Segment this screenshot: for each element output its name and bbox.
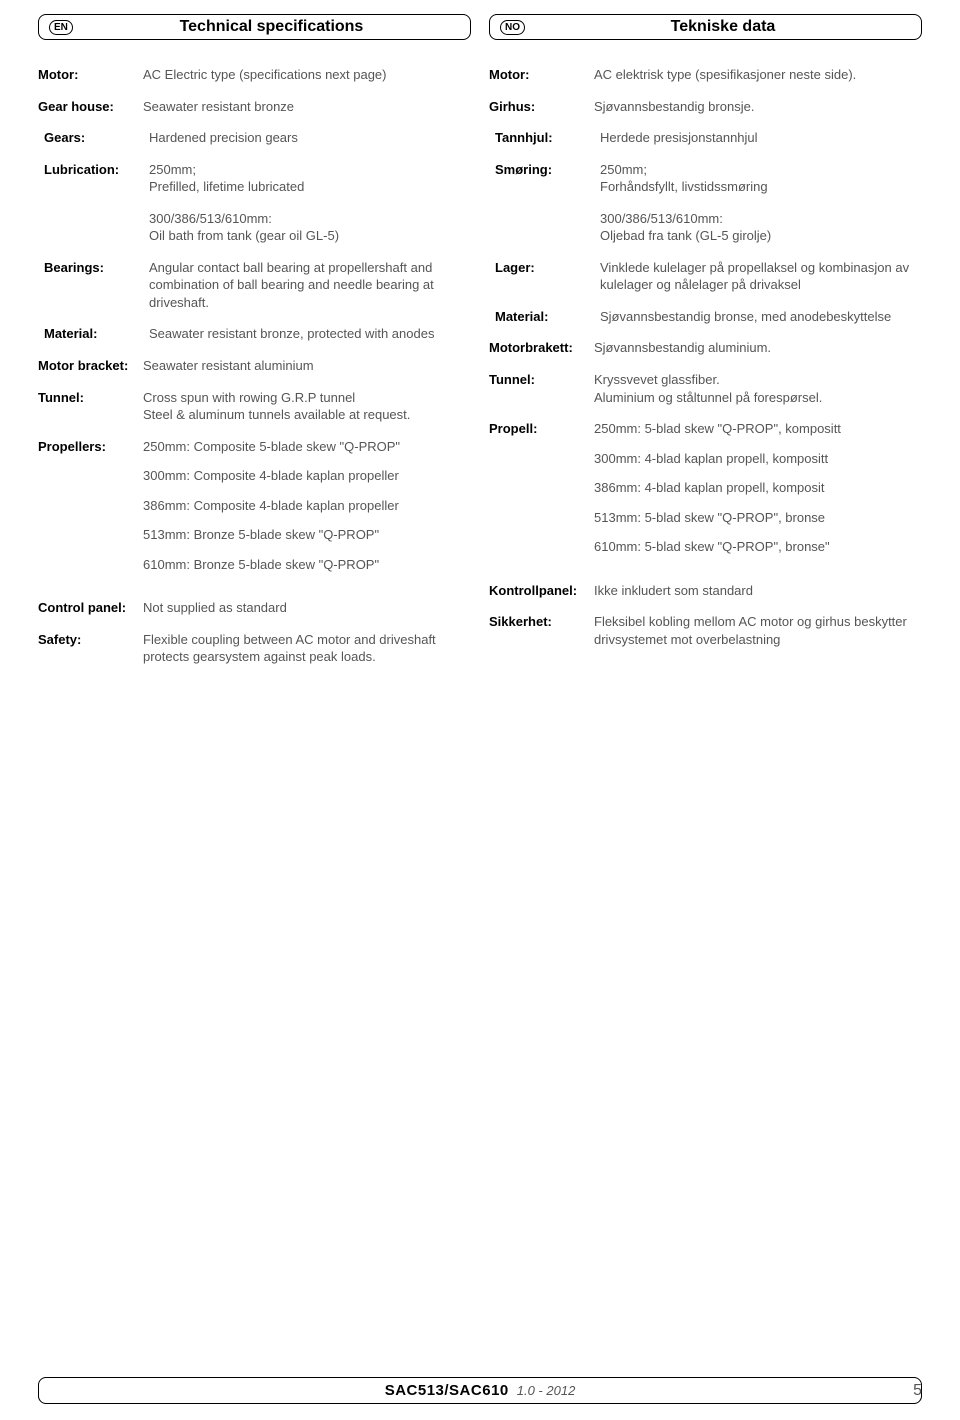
spec-label: Propellers:: [38, 438, 143, 586]
column-title: Technical specifications: [83, 18, 460, 36]
spec-value: Fleksibel kobling mellom AC motor og gir…: [594, 613, 922, 648]
spec-row: Motorbrakett:Sjøvannsbestandig aluminium…: [489, 339, 922, 357]
spec-label: Safety:: [38, 631, 143, 666]
spec-label: Motor:: [38, 66, 143, 84]
column-title: Tekniske data: [535, 18, 911, 36]
spec-value: 300/386/513/610mm:Oljebad fra tank (GL-5…: [600, 210, 922, 245]
spec-row: Motor:AC elektrisk type (spesifikasjoner…: [489, 66, 922, 84]
spec-row: Propellers:250mm: Composite 5-blade skew…: [38, 438, 471, 586]
spec-value: 250mm;Forhåndsfyllt, livstidssmøring: [600, 161, 922, 196]
spec-label: Kontrollpanel:: [489, 582, 594, 600]
spec-value: Angular contact ball bearing at propelle…: [149, 259, 471, 312]
spec-value: Sjøvannsbestandig bronse, med anodebesky…: [600, 308, 922, 326]
spec-row: Bearings:Angular contact ball bearing at…: [38, 259, 471, 312]
spec-label: Tunnel:: [38, 389, 143, 424]
spec-value: AC elektrisk type (spesifikasjoner neste…: [594, 66, 922, 84]
spec-row: Motor bracket:Seawater resistant alumini…: [38, 357, 471, 375]
spec-row: Propell:250mm: 5-blad skew "Q-PROP", kom…: [489, 420, 922, 568]
spec-label: Tunnel:: [489, 371, 594, 406]
spec-value: AC Electric type (specifications next pa…: [143, 66, 471, 84]
spec-value: Flexible coupling between AC motor and d…: [143, 631, 471, 666]
spec-row: Sikkerhet:Fleksibel kobling mellom AC mo…: [489, 613, 922, 648]
propeller-item: 513mm: Bronze 5-blade skew "Q-PROP": [143, 526, 471, 544]
spec-label: Material:: [495, 308, 600, 326]
spec-value: Kryssvevet glassfiber.Aluminium og stålt…: [594, 371, 922, 406]
propeller-item: 610mm: Bronze 5-blade skew "Q-PROP": [143, 556, 471, 574]
lang-badge: EN: [49, 20, 73, 35]
spec-label: Gear house:: [38, 98, 143, 116]
propeller-item: 610mm: 5-blad skew "Q-PROP", bronse": [594, 538, 922, 556]
spec-label: [495, 210, 600, 245]
spec-label: Sikkerhet:: [489, 613, 594, 648]
spec-value: Vinklede kulelager på propellaksel og ko…: [600, 259, 922, 294]
footer: SAC513/SAC610 1.0 - 2012 5: [38, 1377, 922, 1404]
propeller-item: 300mm: Composite 4-blade kaplan propelle…: [143, 467, 471, 485]
spec-label: Motorbrakett:: [489, 339, 594, 357]
spec-row: Gears:Hardened precision gears: [38, 129, 471, 147]
propeller-item: 250mm: Composite 5-blade skew "Q-PROP": [143, 438, 471, 456]
spec-label: Control panel:: [38, 599, 143, 617]
spec-value: Herdede presisjonstannhjul: [600, 129, 922, 147]
spec-row: Tannhjul:Herdede presisjonstannhjul: [489, 129, 922, 147]
spec-label: [44, 210, 149, 245]
spec-row: Gear house:Seawater resistant bronze: [38, 98, 471, 116]
spec-value: Sjøvannsbestandig aluminium.: [594, 339, 922, 357]
spec-row: Tunnel:Kryssvevet glassfiber.Aluminium o…: [489, 371, 922, 406]
spec-value: 250mm;Prefilled, lifetime lubricated: [149, 161, 471, 196]
spec-row: Motor:AC Electric type (specifications n…: [38, 66, 471, 84]
spec-value: Ikke inkludert som standard: [594, 582, 922, 600]
spec-value: Sjøvannsbestandig bronsje.: [594, 98, 922, 116]
propeller-item: 300mm: 4-blad kaplan propell, kompositt: [594, 450, 922, 468]
spec-label: Lubrication:: [44, 161, 149, 196]
spec-row: 300/386/513/610mm:Oljebad fra tank (GL-5…: [489, 210, 922, 245]
spec-row: Lubrication:250mm;Prefilled, lifetime lu…: [38, 161, 471, 196]
spec-value: 250mm: Composite 5-blade skew "Q-PROP" 30…: [143, 438, 471, 586]
spec-label: Smøring:: [495, 161, 600, 196]
spec-label: Propell:: [489, 420, 594, 568]
propeller-item: 386mm: Composite 4-blade kaplan propelle…: [143, 497, 471, 515]
spec-label: Tannhjul:: [495, 129, 600, 147]
column-header: NO Tekniske data: [489, 14, 922, 40]
spec-label: Material:: [44, 325, 149, 343]
propeller-item: 250mm: 5-blad skew "Q-PROP", kompositt: [594, 420, 922, 438]
spec-value: 250mm: 5-blad skew "Q-PROP", kompositt 30…: [594, 420, 922, 568]
spec-label: Motor:: [489, 66, 594, 84]
spec-row: Kontrollpanel:Ikke inkludert som standar…: [489, 582, 922, 600]
column-header: EN Technical specifications: [38, 14, 471, 40]
lang-badge: NO: [500, 20, 525, 35]
spec-row: Safety:Flexible coupling between AC moto…: [38, 631, 471, 666]
left-column: EN Technical specifications Motor:AC Elect…: [38, 14, 471, 680]
spec-label: Lager:: [495, 259, 600, 294]
spec-value: Not supplied as standard: [143, 599, 471, 617]
propeller-item: 513mm: 5-blad skew "Q-PROP", bronse: [594, 509, 922, 527]
spec-row: Tunnel:Cross spun with rowing G.R.P tunn…: [38, 389, 471, 424]
spec-label: Gears:: [44, 129, 149, 147]
footer-page-number: 5: [913, 1382, 922, 1400]
spec-label: Bearings:: [44, 259, 149, 312]
spec-value: Cross spun with rowing G.R.P tunnelSteel…: [143, 389, 471, 424]
spec-value: 300/386/513/610mm:Oil bath from tank (ge…: [149, 210, 471, 245]
spec-row: Control panel:Not supplied as standard: [38, 599, 471, 617]
spec-value: Seawater resistant bronze: [143, 98, 471, 116]
propeller-item: 386mm: 4-blad kaplan propell, komposit: [594, 479, 922, 497]
spec-value: Seawater resistant bronze, protected wit…: [149, 325, 471, 343]
spec-label: Motor bracket:: [38, 357, 143, 375]
spec-value: Hardened precision gears: [149, 129, 471, 147]
spec-row: 300/386/513/610mm:Oil bath from tank (ge…: [38, 210, 471, 245]
right-column: NO Tekniske data Motor:AC elektrisk type (…: [489, 14, 922, 680]
spec-row: Smøring:250mm;Forhåndsfyllt, livstidssmø…: [489, 161, 922, 196]
spec-row: Material:Sjøvannsbestandig bronse, med a…: [489, 308, 922, 326]
spec-row: Girhus:Sjøvannsbestandig bronsje.: [489, 98, 922, 116]
spec-row: Material:Seawater resistant bronze, prot…: [38, 325, 471, 343]
spec-value: Seawater resistant aluminium: [143, 357, 471, 375]
spec-label: Girhus:: [489, 98, 594, 116]
spec-row: Lager:Vinklede kulelager på propellaksel…: [489, 259, 922, 294]
footer-model: SAC513/SAC610: [385, 1382, 509, 1399]
footer-version: 1.0 - 2012: [517, 1383, 576, 1398]
